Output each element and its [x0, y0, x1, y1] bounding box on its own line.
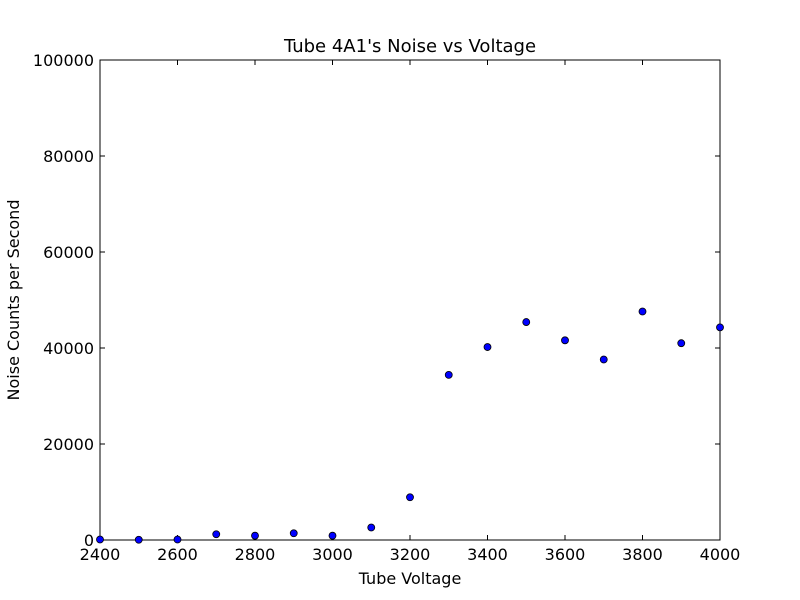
x-tick-label: 3600	[545, 545, 586, 564]
y-tick-label: 0	[84, 531, 94, 550]
data-point	[444, 370, 453, 379]
data-point	[134, 535, 143, 544]
data-point	[173, 535, 182, 544]
x-tick-label: 3000	[312, 545, 353, 564]
x-tick-label: 3400	[467, 545, 508, 564]
data-point	[638, 307, 647, 316]
data-points	[96, 307, 724, 544]
data-point	[677, 339, 686, 348]
x-tick-label: 2400	[80, 545, 121, 564]
data-point	[367, 523, 376, 532]
data-point	[483, 343, 492, 351]
data-point	[328, 531, 337, 540]
plot-area	[99, 59, 721, 541]
data-point	[251, 531, 259, 540]
data-point	[406, 493, 414, 502]
chart-title: Tube 4A1's Noise vs Voltage	[283, 36, 536, 57]
x-tick-label: 4000	[700, 545, 741, 564]
y-tick-label: 40000	[43, 339, 94, 358]
x-axis: 2400 2600 2800 3000 3200 3400 3600 3800 4000	[80, 60, 741, 564]
data-point	[716, 323, 724, 332]
y-axis: 0 20000 40000 60000 80000 100000	[33, 51, 720, 550]
y-tick-label: 20000	[43, 435, 94, 454]
x-axis-label: Tube Voltage	[358, 569, 462, 588]
data-point	[289, 529, 298, 538]
y-axis-label: Noise Counts per Second	[4, 200, 23, 401]
data-point	[96, 535, 104, 544]
x-tick-label: 2600	[157, 545, 198, 564]
y-tick-label: 80000	[43, 147, 94, 166]
data-point	[599, 355, 608, 364]
data-point	[561, 336, 569, 345]
x-tick-label: 2800	[235, 545, 276, 564]
y-tick-label: 100000	[33, 51, 94, 70]
x-tick-label: 3800	[622, 545, 663, 564]
x-tick-label: 3200	[390, 545, 431, 564]
data-point	[522, 318, 531, 326]
data-point	[212, 530, 221, 539]
y-tick-label: 60000	[43, 243, 94, 262]
